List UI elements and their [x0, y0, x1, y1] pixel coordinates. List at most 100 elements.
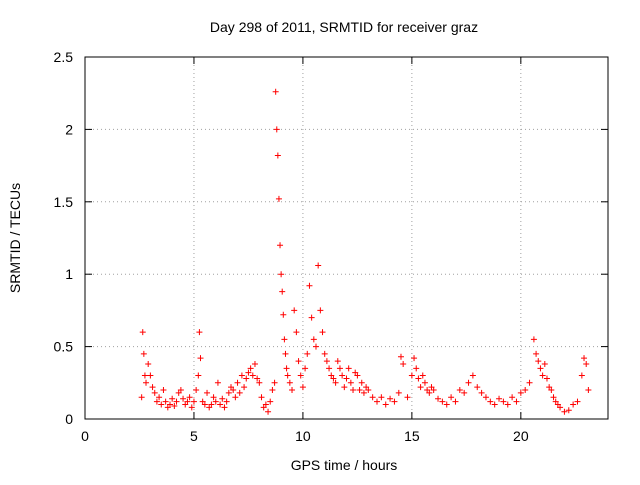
data-point — [177, 387, 184, 394]
data-point — [278, 271, 285, 278]
data-point — [219, 395, 226, 402]
data-point — [277, 242, 284, 249]
data-point — [284, 372, 291, 379]
data-points — [138, 88, 592, 415]
data-point — [557, 404, 564, 411]
x-axis-label: GPS time / hours — [291, 457, 398, 473]
data-point — [356, 387, 363, 394]
data-point — [195, 372, 202, 379]
data-point — [299, 384, 306, 391]
data-point — [138, 394, 145, 401]
data-point — [443, 401, 450, 408]
data-point — [193, 387, 200, 394]
data-point — [500, 398, 507, 405]
data-point — [238, 372, 245, 379]
data-point — [417, 384, 424, 391]
data-point — [251, 360, 258, 367]
data-point — [232, 394, 239, 401]
data-point — [281, 336, 288, 343]
data-point — [302, 365, 309, 372]
data-point — [535, 358, 542, 365]
data-point — [565, 407, 572, 414]
data-point — [496, 395, 503, 402]
data-point — [574, 398, 581, 405]
data-point — [271, 379, 278, 386]
data-point — [297, 372, 304, 379]
y-tick-label: 0 — [65, 411, 73, 427]
data-point — [184, 398, 191, 405]
data-point — [241, 384, 248, 391]
data-point — [289, 387, 296, 394]
data-point — [186, 394, 193, 401]
data-point — [382, 401, 389, 408]
data-point — [448, 394, 455, 401]
data-point — [269, 387, 276, 394]
plot-frame — [84, 56, 609, 420]
data-point — [225, 389, 232, 396]
data-point — [247, 365, 254, 372]
data-point — [413, 365, 420, 372]
data-point — [345, 365, 352, 372]
data-point — [578, 372, 585, 379]
data-point — [334, 358, 341, 365]
data-point — [411, 355, 418, 362]
data-point — [280, 311, 287, 318]
data-point — [304, 350, 311, 357]
x-tick-label: 10 — [295, 428, 311, 444]
data-point — [283, 365, 290, 372]
data-point — [315, 262, 322, 269]
data-point — [153, 398, 160, 405]
chart-title: Day 298 of 2011, SRMTID for receiver gra… — [210, 19, 478, 35]
data-point — [548, 387, 555, 394]
data-point — [354, 372, 361, 379]
y-tick-label: 2 — [65, 121, 73, 137]
data-point — [210, 394, 217, 401]
data-point — [308, 314, 315, 321]
data-point — [347, 379, 354, 386]
data-point — [139, 329, 146, 336]
data-point — [204, 389, 211, 396]
data-point — [400, 360, 407, 367]
data-point — [341, 384, 348, 391]
data-point — [221, 404, 228, 411]
data-point — [258, 394, 265, 401]
data-point — [533, 350, 540, 357]
data-point — [435, 395, 442, 402]
data-point — [306, 282, 313, 289]
data-point — [491, 401, 498, 408]
data-point — [196, 329, 203, 336]
data-point — [156, 394, 163, 401]
y-axis-label: SRMTID / TECUs — [7, 183, 23, 293]
data-point — [234, 379, 241, 386]
data-point — [151, 389, 158, 396]
data-point — [275, 195, 282, 202]
y-tick-label: 2.5 — [54, 49, 74, 65]
data-point — [295, 358, 302, 365]
data-point — [513, 398, 520, 405]
data-point — [274, 152, 281, 159]
data-point — [397, 353, 404, 360]
grid-lines — [85, 57, 608, 419]
data-point — [212, 398, 219, 405]
data-point — [415, 375, 422, 382]
data-point — [395, 389, 402, 396]
data-point — [267, 398, 274, 405]
data-point — [332, 379, 339, 386]
data-point — [419, 372, 426, 379]
data-point — [286, 379, 293, 386]
data-point — [243, 375, 250, 382]
data-point — [214, 379, 221, 386]
data-point — [365, 387, 372, 394]
data-point — [141, 372, 148, 379]
data-point — [543, 375, 550, 382]
data-point — [230, 387, 237, 394]
data-point — [360, 389, 367, 396]
data-point — [197, 355, 204, 362]
data-point — [336, 365, 343, 372]
data-point — [439, 398, 446, 405]
data-point — [550, 394, 557, 401]
data-point — [265, 408, 272, 415]
data-point — [208, 401, 215, 408]
